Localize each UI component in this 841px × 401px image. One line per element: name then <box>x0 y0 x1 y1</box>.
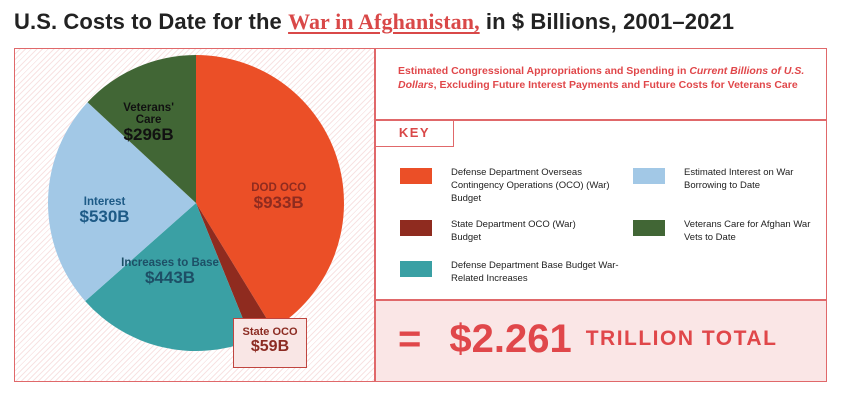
pie-label-category-dod-oco: DOD OCO <box>251 182 307 195</box>
total-amount: $2.261 <box>449 316 572 361</box>
page-title: U.S. Costs to Date for the War in Afghan… <box>14 9 734 35</box>
legend-item-state-oco: State Department OCO (War) Budget <box>400 219 620 245</box>
state-oco-callout: State OCO $59B <box>233 318 307 368</box>
pie-slice-dod-oco <box>196 55 344 330</box>
pie-slice-base-budget <box>85 203 252 351</box>
title-highlight[interactable]: War in Afghanistan, <box>288 9 480 34</box>
pie-slice-interest <box>47 102 197 302</box>
pie-label-interest: Interest $530B <box>79 196 129 226</box>
subtitle-italic: Current Billions of U.S. Dollars <box>398 65 805 92</box>
total-band <box>376 300 826 381</box>
key-heading: KEY <box>376 119 454 147</box>
total-top-rule <box>376 299 827 301</box>
legend-item-base-budget: Defense Department Base Budget War-Relat… <box>400 260 620 286</box>
subtitle-part2: , Excluding Future Interest Payments and… <box>433 79 798 92</box>
legend-swatch-dod-oco <box>400 168 432 184</box>
legend-swatch-base-budget <box>400 261 432 277</box>
legend-swatch-veterans <box>633 220 665 236</box>
legend-text-base-budget: Defense Department Base Budget War-Relat… <box>451 260 619 284</box>
legend-item-dod-oco: Defense Department Overseas Contingency … <box>400 167 620 205</box>
pie-label-category-base-budget: Increases to Base <box>121 257 219 270</box>
pie-label-value-interest: $530B <box>79 206 130 226</box>
legend-swatch-interest <box>633 168 665 184</box>
pie-label-category-veterans: Veterans' Care <box>123 101 174 126</box>
pie-label-dod-oco: DOD OCO $933B <box>251 182 306 212</box>
pie-label-value-base-budget: $443B <box>144 268 196 288</box>
total-summary: = $2.261 TRILLION TOTAL <box>398 314 777 364</box>
key-top-rule <box>376 119 827 121</box>
pie-label-category-interest: Interest <box>83 195 126 208</box>
panel-divider <box>374 48 376 382</box>
pie-chart <box>47 55 344 351</box>
title-prefix: U.S. Costs to Date for the <box>14 9 289 34</box>
state-oco-callout-value: $59B <box>250 338 290 356</box>
legend-text-dod-oco: Defense Department Overseas Contingency … <box>451 167 610 204</box>
state-oco-callout-category: State OCO <box>242 326 298 338</box>
subtitle-part1: Estimated Congressional Appropriations a… <box>398 65 690 77</box>
pie-slice-state-oco <box>196 203 274 341</box>
total-equals: = <box>398 316 422 361</box>
pie-label-veterans: Veterans' Care $296B <box>114 102 184 144</box>
legend-item-veterans: Veterans Care for Afghan War Vets to Dat… <box>633 219 813 245</box>
total-label: TRILLION TOTAL <box>585 327 778 350</box>
legend-swatch-state-oco <box>400 220 432 236</box>
legend-text-state-oco: State Department OCO (War) Budget <box>451 219 576 243</box>
legend-text-veterans: Veterans Care for Afghan War Vets to Dat… <box>684 219 811 243</box>
legend-item-interest: Estimated Interest on War Borrowing to D… <box>633 167 813 193</box>
legend-text-interest: Estimated Interest on War Borrowing to D… <box>684 167 794 191</box>
pie-label-value-dod-oco: $933B <box>253 193 304 213</box>
title-suffix: in $ Billions, 2001–2021 <box>479 9 735 34</box>
pie-label-base-budget: Increases to Base $443B <box>121 257 219 287</box>
pie-label-value-veterans: $296B <box>123 124 174 144</box>
pie-slice-veterans <box>87 55 196 203</box>
chart-frame <box>14 48 827 382</box>
chart-subtitle: Estimated Congressional Appropriations a… <box>398 64 806 92</box>
